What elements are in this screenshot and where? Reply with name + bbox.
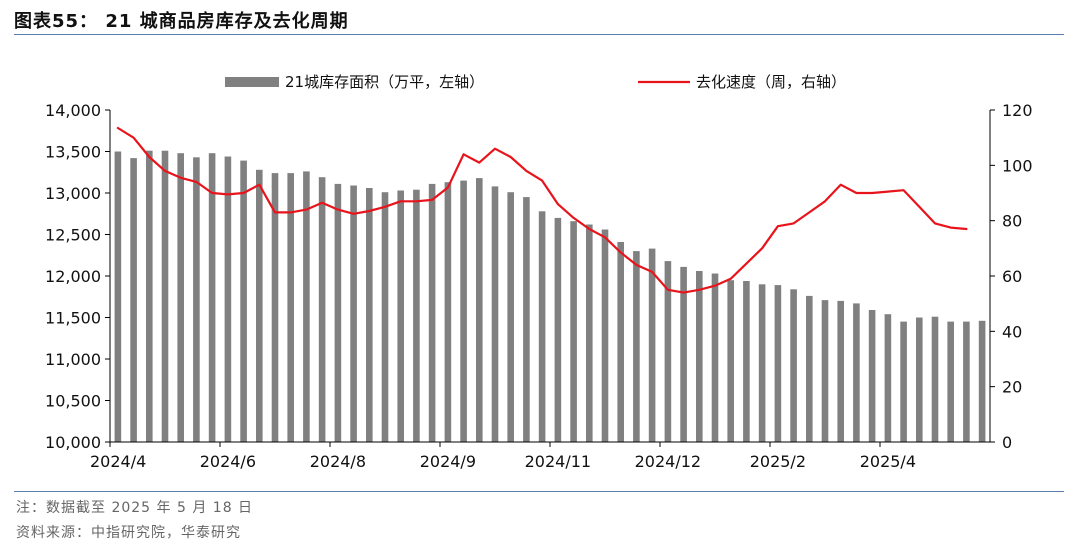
bar-32 [617, 242, 624, 442]
bar-30 [586, 224, 593, 442]
bar-31 [601, 229, 609, 442]
bar-10 [271, 173, 279, 442]
bar-47 [853, 303, 860, 442]
bar-7 [224, 156, 232, 442]
line-series [116, 126, 968, 294]
bar-14 [334, 183, 342, 442]
bar-19 [413, 189, 420, 442]
bar-15 [350, 185, 357, 442]
bar-20 [428, 183, 436, 442]
legend-bar-label: 21城库存面积（万平，左轴） [285, 73, 484, 91]
bar-28 [554, 217, 562, 442]
bar-44 [806, 295, 813, 442]
bar-41 [758, 284, 766, 442]
right-tick-label-6: 120 [1002, 101, 1033, 120]
bar-12 [303, 171, 310, 442]
bar-23 [476, 178, 483, 442]
bar-36 [680, 266, 687, 442]
bar-9 [256, 169, 263, 443]
bar-54 [963, 321, 970, 442]
bottom-divider [14, 491, 1064, 492]
bar-46 [837, 300, 844, 442]
bar-22 [460, 180, 467, 442]
right-tick-label-2: 40 [1002, 322, 1022, 341]
bar-6 [208, 153, 216, 442]
bar-35 [664, 261, 672, 442]
axes: 10,000 10,500 11,000 11,500 12,000 12,500 13,0… [45, 101, 1033, 471]
left-tick-label-6: 13,000 [45, 184, 101, 203]
bar-48 [868, 310, 876, 442]
bar-39 [727, 280, 734, 442]
figure-title: 图表55： 21 城商品房库存及去化周期 [14, 11, 349, 32]
left-tick-label-4: 12,000 [45, 267, 101, 286]
left-tick-label-8: 14,000 [45, 101, 101, 120]
bar-18 [397, 190, 404, 442]
bar-series [114, 150, 986, 443]
x-tick-label-0: 2024/4 [90, 452, 146, 471]
top-divider [14, 34, 1064, 35]
bar-0 [114, 151, 122, 442]
legend-line-label: 去化速度（周，右轴） [696, 73, 846, 91]
bar-43 [790, 289, 797, 442]
right-tick-label-5: 100 [1002, 156, 1033, 175]
x-tick-label-4: 2024/11 [525, 452, 591, 471]
bar-29 [570, 221, 577, 442]
bar-27 [538, 211, 546, 442]
left-tick-label-7: 13,500 [45, 143, 101, 162]
footnote: 注：数据截至 2025 年 5 月 18 日 [16, 500, 254, 516]
bar-11 [287, 173, 294, 442]
bar-51 [916, 317, 923, 442]
right-tick-label-0: 0 [1002, 433, 1012, 452]
legend: 21城库存面积（万平，左轴） 去化速度（周，右轴） [225, 73, 846, 91]
bar-37 [696, 271, 703, 442]
x-tick-label-2: 2024/8 [310, 452, 366, 471]
right-tick-label-3: 60 [1002, 267, 1022, 286]
bar-2 [146, 150, 153, 442]
bar-3 [161, 150, 169, 442]
bar-50 [900, 321, 907, 442]
x-tick-label-5: 2024/12 [635, 452, 701, 471]
bar-52 [931, 316, 939, 442]
bar-55 [978, 320, 986, 442]
legend-bar-swatch [225, 77, 279, 87]
inventory-chart: 10,000 10,500 11,000 11,500 12,000 12,500 13,0… [45, 73, 1033, 471]
bar-45 [821, 300, 829, 442]
left-tick-label-5: 12,500 [45, 226, 101, 245]
bar-17 [381, 192, 389, 442]
bar-5 [193, 157, 200, 443]
bar-1 [130, 158, 137, 442]
left-tick-label-0: 10,000 [45, 433, 101, 452]
right-tick-label-1: 20 [1002, 378, 1022, 397]
x-tick-label-6: 2025/2 [750, 452, 806, 471]
bar-40 [743, 281, 750, 442]
bar-26 [523, 197, 530, 442]
bar-4 [177, 153, 184, 442]
right-tick-label-4: 80 [1002, 212, 1022, 231]
x-tick-label-3: 2024/9 [420, 452, 476, 471]
left-tick-label-1: 10,500 [45, 392, 101, 411]
bar-25 [507, 192, 514, 442]
bar-13 [318, 177, 326, 442]
bar-53 [947, 321, 954, 442]
bar-42 [774, 285, 782, 442]
bar-8 [240, 160, 247, 442]
bar-38 [711, 273, 719, 442]
left-tick-label-3: 11,500 [45, 309, 101, 328]
bar-24 [491, 186, 499, 442]
source-note: 资料来源：中指研究院，华泰研究 [16, 525, 241, 541]
bar-33 [633, 251, 640, 442]
x-tick-label-1: 2024/6 [200, 452, 256, 471]
x-tick-label-7: 2025/4 [860, 452, 916, 471]
bar-16 [366, 188, 373, 442]
bar-21 [444, 182, 452, 442]
left-tick-label-2: 11,000 [45, 350, 101, 369]
bar-34 [648, 248, 656, 442]
bar-49 [884, 314, 892, 442]
